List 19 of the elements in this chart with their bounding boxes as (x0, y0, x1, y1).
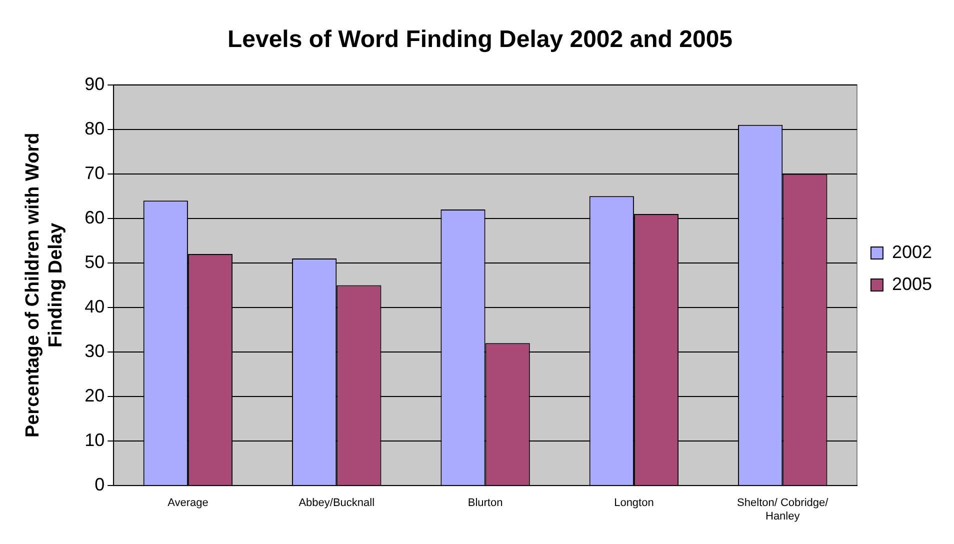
y-tick-label: 80 (84, 118, 105, 138)
y-tick-label: 30 (84, 340, 105, 361)
x-tick-label: Average (168, 497, 208, 510)
y-tick-label: 10 (84, 430, 105, 450)
x-tick-label: Longton (614, 497, 654, 510)
x-tick-label: Abbey/Bucknall (298, 497, 375, 510)
y-tick-label: 70 (84, 162, 105, 183)
legend-label: 2005 (892, 274, 932, 294)
x-tick-label: Shelton/ Cobridge/ Hanley (737, 497, 830, 522)
y-tick-label: 50 (84, 252, 105, 272)
y-tick-label: 90 (84, 74, 105, 94)
legend-label: 2002 (892, 242, 932, 262)
chart-title: Levels of Word Finding Delay 2002 and 2005 (227, 26, 733, 54)
y-axis-title: Percentage of Children with Word Finding Delay (22, 132, 66, 438)
x-tick-label: Blurton (468, 497, 503, 510)
y-tick-label: 60 (84, 207, 105, 228)
y-tick-label: 40 (84, 296, 105, 316)
y-tick-label: 20 (84, 386, 105, 406)
y-tick-label: 0 (94, 474, 105, 495)
